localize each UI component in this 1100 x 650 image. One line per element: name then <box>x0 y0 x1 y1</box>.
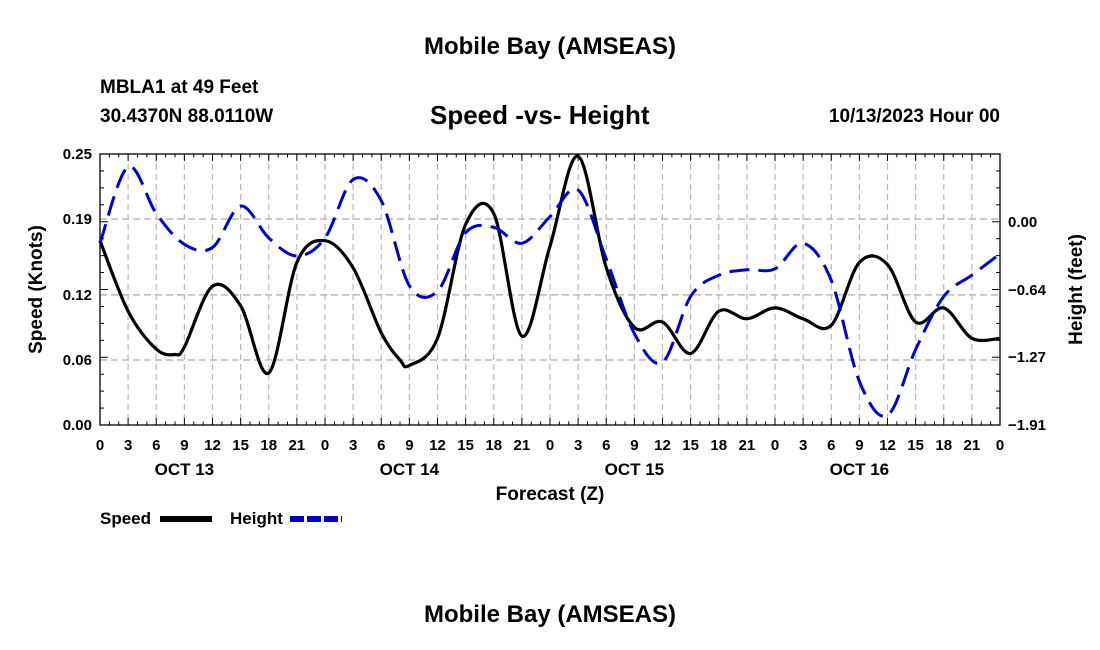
x-tick-label: 15 <box>907 437 924 454</box>
y-axis-title: Speed (Knots) <box>26 225 47 354</box>
x-tick-label: 9 <box>630 437 638 454</box>
run-time: 10/13/2023 Hour 00 <box>828 106 1000 127</box>
station-location: 30.4370N 88.0110W <box>100 106 274 127</box>
day-label: OCT 16 <box>830 460 890 479</box>
x-tick-label: 9 <box>855 437 863 454</box>
y2-tick-label: −0.64 <box>1008 282 1047 299</box>
x-tick-label: 18 <box>485 437 502 454</box>
y2-axis-title: Height (feet) <box>1066 234 1087 345</box>
speed-height-chart: 0 3 6 9 12 15 18 21 0 3 6 9 12 15 18 21 0 3 6 9 12 15 18 21 0 3 6 9… <box>26 146 1087 528</box>
y-tick-label: 0.25 <box>63 146 92 163</box>
station-label: MBLA1 at 49 Feet <box>100 77 259 98</box>
x-tick-label: 18 <box>935 437 952 454</box>
x-tick-label: 0 <box>996 437 1004 454</box>
x-tick-label: 15 <box>232 437 249 454</box>
x-tick-label: 18 <box>260 437 277 454</box>
y2-tick-label: −1.91 <box>1008 417 1046 434</box>
main-title: Mobile Bay (AMSEAS) <box>423 33 677 60</box>
x-tick-label: 21 <box>964 437 981 454</box>
series-line-speed <box>98 154 1001 375</box>
x-tick-label: 18 <box>710 437 727 454</box>
day-label: OCT 14 <box>380 460 440 479</box>
x-tick-label: 3 <box>349 437 357 454</box>
y2-tick-label: 0.00 <box>1008 214 1037 231</box>
x-tick-label: 21 <box>739 437 756 454</box>
x-tick-label: 6 <box>377 437 385 454</box>
x-tick-label: 0 <box>771 437 779 454</box>
x-axis-title: Forecast (Z) <box>496 484 605 505</box>
y-tick-label: 0.06 <box>63 352 92 369</box>
footer-title: Mobile Bay (AMSEAS) <box>423 601 677 628</box>
x-tick-label: 9 <box>405 437 413 454</box>
x-tick-label: 0 <box>321 437 329 454</box>
x-tick-label: 21 <box>289 437 306 454</box>
day-label: OCT 13 <box>155 460 215 479</box>
x-tick-label: 0 <box>546 437 554 454</box>
legend-label-speed: Speed <box>100 509 151 528</box>
x-tick-label: 3 <box>799 437 807 454</box>
x-tick-label: 0 <box>96 437 104 454</box>
x-tick-label: 15 <box>682 437 699 454</box>
x-tick-label: 15 <box>457 437 474 454</box>
x-tick-label: 12 <box>204 437 221 454</box>
y2-tick-label: −1.27 <box>1008 349 1046 366</box>
x-tick-label: 21 <box>514 437 531 454</box>
x-tick-label: 6 <box>602 437 610 454</box>
x-tick-label: 12 <box>429 437 446 454</box>
x-tick-label: 12 <box>879 437 896 454</box>
y-tick-label: 0.12 <box>63 287 92 304</box>
x-tick-label: 3 <box>124 437 132 454</box>
day-label: OCT 15 <box>605 460 665 479</box>
y-tick-label: 0.19 <box>63 211 92 228</box>
x-tick-label: 12 <box>654 437 671 454</box>
chart-subtitle: Speed -vs- Height <box>430 100 650 130</box>
x-tick-label: 3 <box>574 437 582 454</box>
legend-label-height: Height <box>230 509 283 528</box>
x-tick-label: 9 <box>180 437 188 454</box>
y-tick-label: 0.00 <box>63 417 92 434</box>
x-tick-label: 6 <box>152 437 160 454</box>
series-line-height <box>98 165 1001 418</box>
x-tick-label: 6 <box>827 437 835 454</box>
